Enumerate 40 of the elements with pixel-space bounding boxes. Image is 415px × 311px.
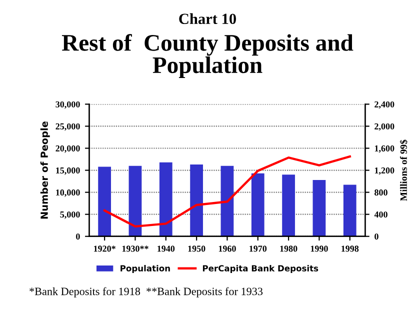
y2-axis-title: Millions of 99$	[400, 140, 408, 201]
y-tick-label: 15,000	[56, 167, 80, 175]
y-tick-label: 5,000	[60, 211, 80, 219]
bar	[282, 174, 295, 236]
chart-title: Chart 10	[179, 13, 236, 24]
y-tick-label: 0	[76, 233, 80, 240]
line-series	[103, 155, 351, 228]
y-tick-label: 30,000	[56, 101, 80, 109]
bar	[128, 166, 142, 236]
bar	[190, 164, 203, 236]
chart-subtitle: Rest of County Deposits and Population	[62, 34, 354, 78]
y-tick-label: 10,000	[56, 189, 80, 197]
x-tick-label: 1950	[188, 246, 206, 252]
y2-tick-label: 2,400	[374, 101, 394, 109]
bar	[251, 173, 264, 236]
x-tick-label: 1920*	[94, 246, 116, 252]
y2-tick-label: 1,200	[374, 167, 394, 175]
y-tick-label: 20,000	[56, 145, 80, 153]
legend-label: PerCapita Bank Deposits	[202, 264, 318, 274]
bar	[312, 180, 326, 236]
bar	[343, 184, 356, 236]
x-tick-label: 1970	[250, 246, 267, 252]
bar	[98, 166, 111, 236]
y2-tick-label: 400	[374, 211, 388, 218]
y2-tick-label: 800	[374, 189, 388, 196]
x-tick-label: 1980	[280, 246, 298, 252]
x-tick-label: 1998	[342, 246, 359, 252]
x-tick-label: 1960	[218, 246, 236, 252]
y2-tick-label: 1,600	[374, 145, 394, 153]
bar	[220, 166, 234, 236]
y2-tick-label: 2,000	[374, 123, 394, 131]
x-tick-label: 1930**	[122, 246, 148, 252]
bar	[159, 162, 172, 236]
y-tick-label: 25,000	[56, 123, 80, 131]
x-tick-label: 1990	[310, 246, 328, 252]
y2-tick-label: 0	[374, 233, 378, 240]
legend-label: Population	[120, 264, 170, 274]
text: *Bank Deposits for 1918 **Bank Deposits for 1933	[30, 287, 263, 298]
y-axis-title: Number of People	[40, 121, 50, 219]
x-tick-label: 1940	[158, 246, 175, 252]
